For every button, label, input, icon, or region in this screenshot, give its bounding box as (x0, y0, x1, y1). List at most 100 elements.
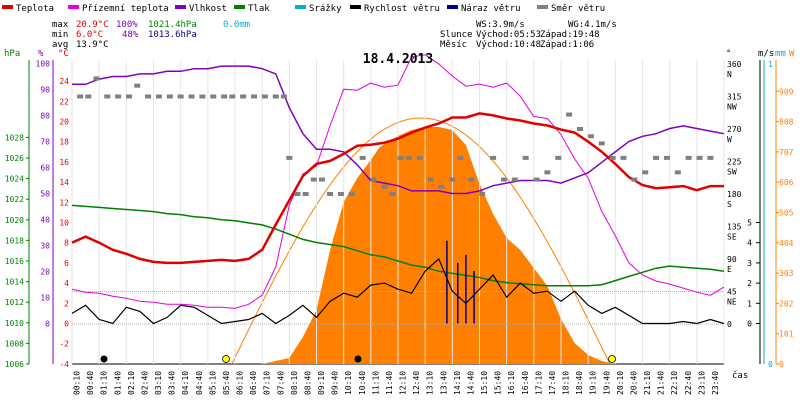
wind-direction-point (479, 192, 486, 196)
series-layer (71, 54, 725, 325)
x-tick-label: 06:10 (236, 371, 245, 395)
stats-sun-label: Slunce (440, 30, 473, 40)
x-tick-label: 19:40 (602, 371, 611, 395)
wind-direction-point (620, 155, 627, 160)
hpa-tick-label: 1028 (5, 133, 24, 142)
celsius-tick-label: 6 (64, 259, 69, 268)
wind-direction-point (598, 141, 605, 146)
wind-direction-point (381, 184, 388, 189)
wind-direction-point (77, 94, 84, 99)
wind-direction-point (449, 177, 456, 182)
x-tick-label: 14:10 (453, 371, 462, 395)
x-tick-label: 19:10 (589, 371, 598, 395)
wind-direction-point (609, 155, 616, 160)
degree-tick-label: 135 (727, 223, 742, 232)
pct-tick-label: 40 (40, 216, 50, 225)
wind-direction-point (337, 192, 344, 196)
celsius-tick-label: 22 (59, 97, 69, 106)
x-tick-label: 17:10 (534, 371, 543, 395)
hpa-tick-label: 1006 (5, 360, 24, 369)
mm-unit: mm (775, 49, 786, 59)
wind-direction-point (348, 192, 355, 196)
wind-direction-point (674, 170, 681, 175)
legend-label-5: Rychlost větru (364, 4, 440, 14)
pct-tick-label: 30 (40, 242, 50, 251)
wind-direction-point (405, 155, 412, 160)
direction-tick-label: NE (727, 298, 737, 307)
hpa-tick-label: 1008 (5, 339, 24, 348)
wind-direction-point (85, 94, 92, 99)
x-tick-label: 17:40 (548, 371, 557, 395)
hpa-tick-label: 1024 (5, 175, 24, 184)
ms-tick-label: 4 (747, 239, 752, 248)
hpa-tick-label: 1020 (5, 216, 24, 225)
wind-direction-point (389, 192, 396, 196)
wind-direction-point (302, 192, 309, 196)
wind-direction-point (166, 94, 173, 99)
celsius-tick-label: 10 (59, 219, 69, 228)
hpa-tick-label: 1022 (5, 195, 24, 204)
wind-direction-point (653, 155, 660, 160)
pct-tick-label: 100 (36, 60, 51, 69)
wind-direction-point (427, 177, 434, 182)
wind-direction-point (359, 155, 366, 160)
degree-tick-label: 315 (727, 93, 742, 102)
w-unit: W (789, 49, 795, 59)
stats-block: max 20.9°C 100% 1021.4hPa 0.0mm min 6.0°… (52, 20, 617, 50)
hpa-tick-label: 1012 (5, 298, 24, 307)
pct-tick-label: 20 (40, 268, 50, 277)
pct-tick-label: 60 (40, 164, 50, 173)
wind-direction-point (221, 94, 228, 99)
sunrise-marker (222, 355, 230, 363)
x-tick-label: 13:10 (426, 371, 435, 395)
stats-min-press: 1013.6hPa (148, 30, 197, 40)
mm-tick-label: 1 (768, 60, 773, 69)
pct-tick-label: 80 (40, 112, 50, 121)
x-tick-label: 21:10 (643, 371, 652, 395)
x-tick-label: 08:40 (303, 371, 312, 395)
celsius-tick-label: 0 (64, 320, 69, 329)
direction-tick-label: SW (727, 168, 737, 177)
hpa-unit: hPa (4, 49, 20, 59)
wind-direction-point (577, 127, 584, 131)
x-axis-labels: 00:10 00:40 01:10 01:40 02:10 02:40 03:10 03:40… (73, 371, 720, 395)
direction-tick-label: S (727, 200, 732, 209)
wind-direction-point (522, 155, 529, 160)
ms-tick-label: 5 (747, 219, 752, 228)
wind-direction-point (642, 170, 649, 175)
w-tick-label: 101 (779, 330, 794, 339)
direction-tick-label: NW (727, 103, 737, 112)
wind-direction-point (468, 177, 475, 182)
direction-tick-label: N (727, 70, 732, 79)
hpa-tick-label: 1016 (5, 257, 24, 266)
solar-theoretical-curve (231, 117, 611, 365)
w-tick-label: 505 (779, 209, 794, 218)
x-tick-label: 07:40 (276, 371, 285, 395)
degree-unit: ° (726, 49, 731, 59)
wind-direction-point (500, 177, 507, 182)
x-tick-label: 23:10 (697, 371, 706, 395)
celsius-tick-label: 2 (64, 299, 69, 308)
degree-tick-label: 225 (727, 158, 742, 167)
x-tick-label: 15:10 (480, 371, 489, 395)
series-line-rychlost-v-tru (71, 257, 725, 325)
direction-tick-label: SE (727, 233, 737, 242)
wind-direction-point (126, 94, 133, 99)
degree-tick-label: 270 (727, 125, 742, 134)
w-tick-label: 404 (779, 239, 794, 248)
x-tick-label: 11:10 (371, 371, 380, 395)
wind-direction-point (240, 94, 247, 99)
stats-moon-rise: Východ:10:48 (476, 40, 541, 50)
degree-tick-label: 90 (727, 255, 737, 264)
legend-swatch-2 (175, 5, 186, 9)
stats-sun-rise: Východ:05:53 (476, 30, 541, 40)
x-tick-label: 23:40 (711, 371, 720, 395)
wind-direction-point (318, 177, 325, 182)
axis-ticks: 1028102610241022102010181016101410121010… (5, 60, 794, 370)
w-tick-label: 0 (779, 360, 784, 369)
x-tick-label: 20:10 (616, 371, 625, 395)
wind-direction-point (566, 112, 573, 117)
w-tick-label: 303 (779, 269, 794, 278)
stats-max-rain: 0.0mm (223, 20, 250, 30)
